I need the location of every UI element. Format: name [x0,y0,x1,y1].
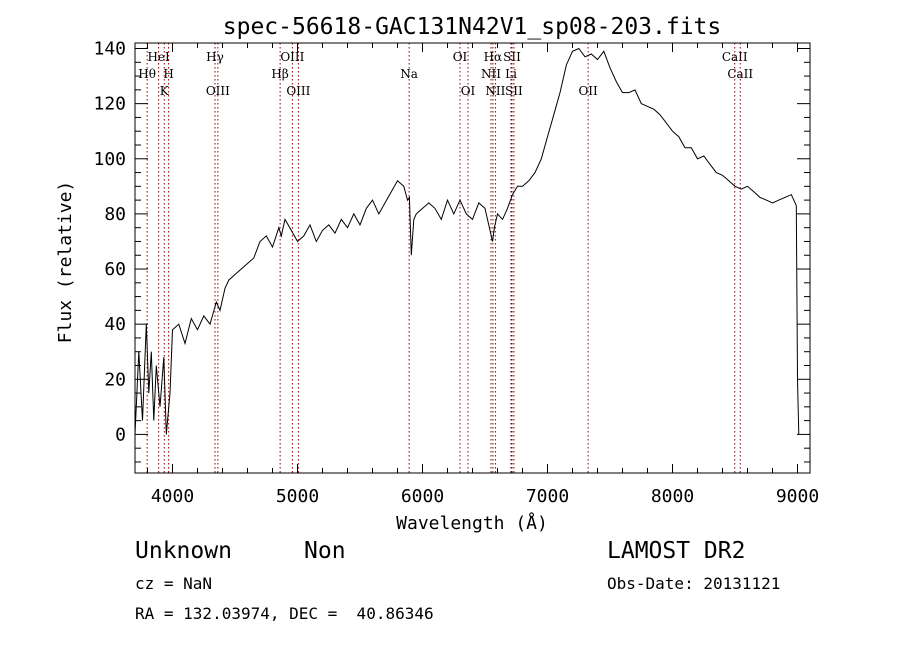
plot-frame [134,42,811,474]
y-tick-label: 60 [104,259,126,280]
spectral-line-label: Li [505,67,517,81]
spectral-line-label: H [163,67,173,81]
y-tick-label: 20 [104,369,126,390]
spectral-line-label: OIII [206,84,230,98]
x-tick-label: 7000 [526,486,569,507]
spectral-line-label: K [160,84,170,98]
spectrum-series-line [134,47,800,435]
x-axis-label: Wavelength (Å) [396,512,548,534]
x-tick-label: 6000 [401,486,444,507]
spectral-line-label: Hα [484,50,503,64]
obs-date-label: Obs-Date: 20131121 [607,574,781,593]
x-tick-label: 9000 [776,486,819,507]
spectral-line-label: NII [485,84,505,98]
spectral-line-label: CaII [722,50,748,64]
spectral-line-label: SII [505,84,523,98]
y-tick-label: 40 [104,314,126,335]
y-tick-label: 140 [93,39,126,60]
y-tick-label: 100 [93,149,126,170]
spectral-line-label: OI [461,84,476,98]
y-tick-label: 120 [93,94,126,115]
x-tick-label: 4000 [151,486,194,507]
x-tick-label: 8000 [651,486,694,507]
y-tick-label: 80 [104,204,126,225]
spectral-line-label: SII [503,50,521,64]
spectral-line-label: NII [481,67,501,81]
subclass-label: Non [304,538,346,564]
spectral-line-label: Hγ [206,50,224,64]
spectral-line-label: CaII [727,67,753,81]
redshift-label: cz = NaN [135,574,213,593]
chart-title: spec-56618-GAC131N42V1_sp08-203.fits [223,14,722,40]
spectral-line-label: Hβ [271,67,288,81]
spectral-line-label: Hθ [138,67,156,81]
survey-label: LAMOST DR2 [607,538,746,564]
y-tick-label: 0 [115,424,126,445]
spectral-line-label: OIII [286,84,310,98]
spectral-line-label: OIII [280,50,304,64]
class-label: Unknown [135,538,232,564]
spectral-line-label: Na [400,67,418,81]
spectral-line-label: OI [453,50,468,64]
axis-ticks: 4000 5000 6000 7000 8000 9000 0 20 40 60 80 100 120 1… [93,39,819,507]
coordinates-label: RA = 132.03974, DEC = 40.86346 [135,604,434,623]
y-axis-label: Flux (relative) [55,181,76,344]
spectral-line-label: HeI [147,50,170,64]
x-tick-label: 5000 [276,486,319,507]
spectral-line-label: OII [578,84,598,98]
emission-line-markers: HθHeIKHHγOIIIHβOIIIOIIINaOIOINIIHαNIISII… [138,43,753,473]
